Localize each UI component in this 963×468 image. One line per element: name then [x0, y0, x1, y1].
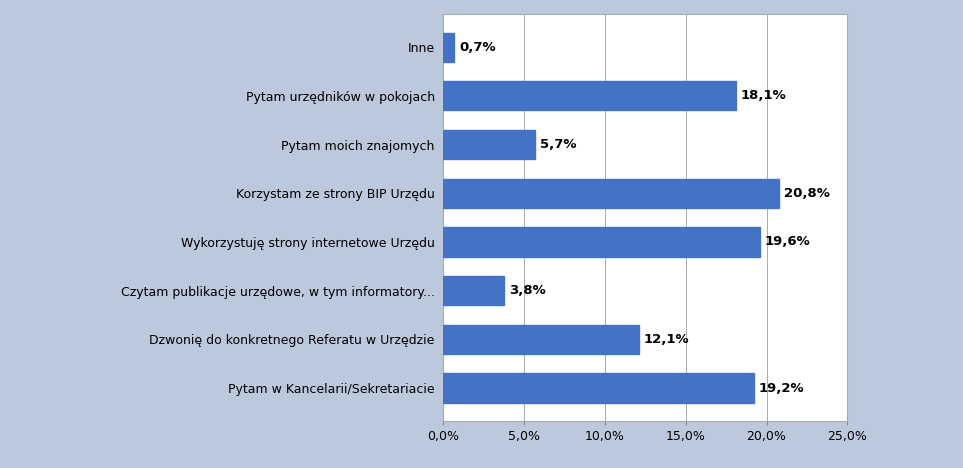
Bar	[443, 33, 455, 62]
Bar	[443, 373, 754, 402]
Bar	[443, 81, 736, 110]
Bar	[443, 227, 760, 256]
Text: 20,8%: 20,8%	[784, 187, 830, 200]
Text: 12,1%: 12,1%	[643, 333, 690, 346]
Text: 3,8%: 3,8%	[509, 284, 546, 297]
Bar	[443, 130, 535, 159]
Bar	[443, 325, 638, 354]
Text: 0,7%: 0,7%	[459, 41, 496, 54]
Text: 19,2%: 19,2%	[759, 381, 804, 395]
Bar	[443, 276, 505, 305]
Bar	[443, 179, 779, 208]
Text: 19,6%: 19,6%	[765, 235, 811, 249]
Text: 18,1%: 18,1%	[741, 89, 787, 102]
Text: 5,7%: 5,7%	[540, 138, 577, 151]
